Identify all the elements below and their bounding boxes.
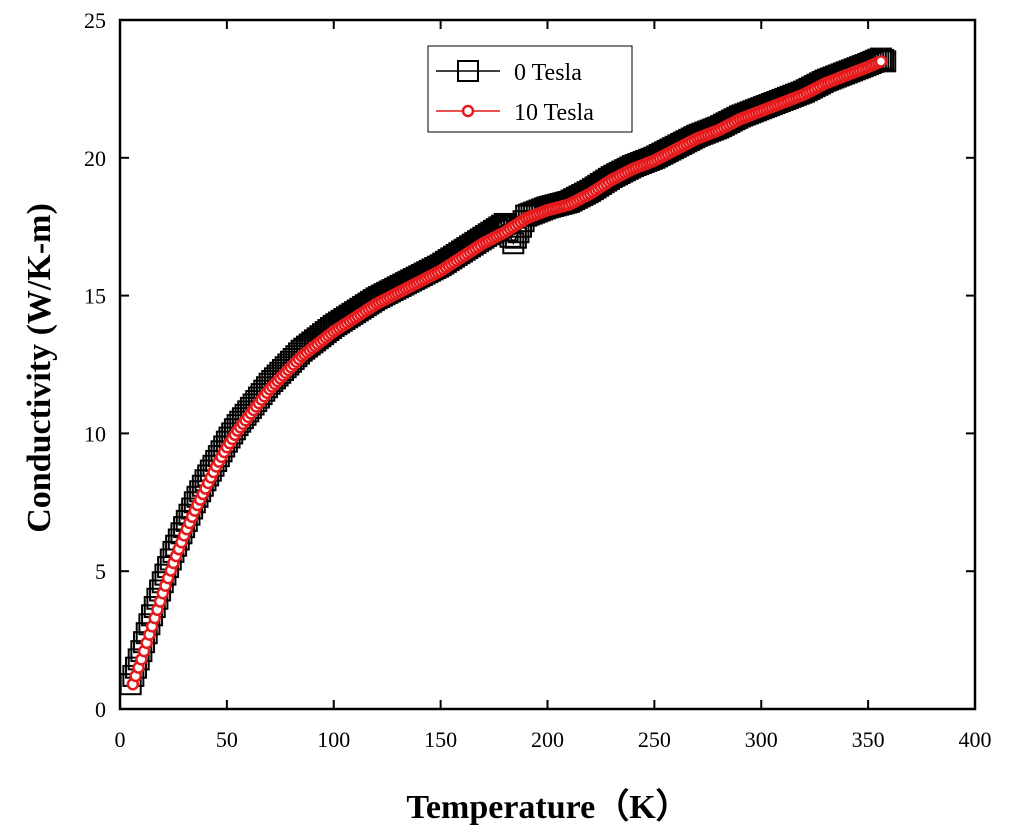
legend-marker-10-tesla <box>461 104 475 118</box>
x-tick-label: 250 <box>638 727 671 752</box>
series-layer <box>119 47 897 696</box>
x-tick-label: 400 <box>959 727 992 752</box>
x-tick-label: 150 <box>424 727 457 752</box>
x-tick-label: 200 <box>531 727 564 752</box>
series-10-tesla <box>126 55 888 691</box>
series-line <box>132 60 882 685</box>
y-tick-label: 0 <box>95 697 106 722</box>
y-axis-title: Conductivity (W/K-m) <box>21 203 58 533</box>
legend-label-0-tesla: 0 Tesla <box>514 60 582 86</box>
x-tick-label: 50 <box>216 727 238 752</box>
data-point <box>869 47 892 70</box>
data-point <box>874 55 888 68</box>
y-tick-label: 15 <box>84 284 106 309</box>
x-tick-label: 100 <box>317 727 350 752</box>
y-tick-label: 20 <box>84 146 106 171</box>
legend-marker-0-tesla <box>457 60 479 82</box>
x-tick-label: 300 <box>745 727 778 752</box>
x-tick-label: 0 <box>115 727 126 752</box>
series-0-tesla <box>119 47 897 696</box>
y-tick-label: 5 <box>95 559 106 584</box>
x-axis-title: Temperature（K） <box>406 787 689 826</box>
ticks: 0 50 100 150 200 250 300 350 400 0 5 10 15 20 25 <box>84 8 992 752</box>
legend-label-10-tesla: 10 Tesla <box>514 100 594 126</box>
legend: 0 Tesla 10 Tesla <box>427 45 633 133</box>
y-tick-label: 10 <box>84 421 106 446</box>
series-line <box>129 57 886 685</box>
y-tick-label: 25 <box>84 8 106 33</box>
x-tick-label: 350 <box>852 727 885 752</box>
